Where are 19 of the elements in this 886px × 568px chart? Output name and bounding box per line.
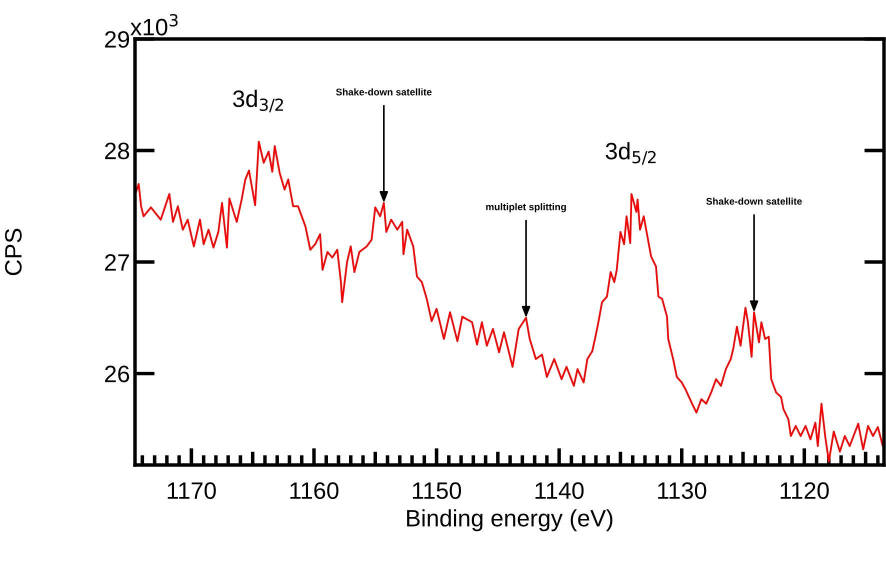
annotation: Shake-down satellite — [336, 88, 432, 96]
x-tick-label: 1160 — [290, 482, 338, 500]
y-tick-label: 27 — [105, 254, 129, 271]
x-tick-label: 1130 — [658, 482, 706, 500]
x-tick-label: 1150 — [412, 482, 462, 500]
y-tick-label: 28 — [105, 142, 130, 160]
line-series — [135, 140, 884, 463]
y-tick-label: 26 — [105, 366, 130, 382]
annotation: 3d$_{5/2}$ — [606, 142, 656, 165]
y-tick-label: 29 — [105, 31, 130, 48]
y-axis-title: CPS — [5, 228, 22, 276]
x-tick-label: 1140 — [536, 482, 584, 500]
text: x10$^{3}$ — [130, 14, 178, 36]
x-axis-title: Binding energy (eV) — [407, 509, 612, 532]
x-tick-label: 1170 — [168, 482, 216, 500]
x-tick-label: 1120 — [780, 482, 829, 500]
annotation: multiplet splitting — [486, 203, 566, 212]
annotation: 3d$_{3/2}$ — [233, 90, 283, 112]
annotation: Shake-down satellite — [706, 198, 802, 205]
